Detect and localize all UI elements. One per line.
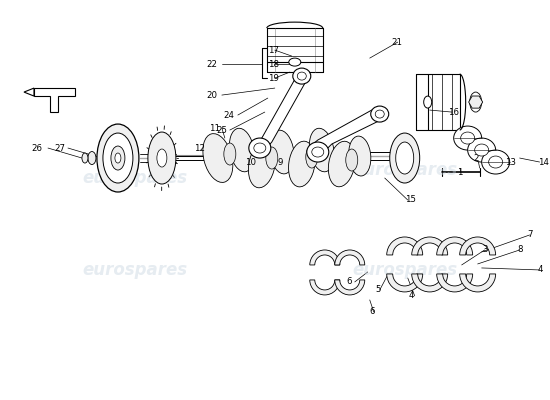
Ellipse shape [224, 143, 236, 165]
Ellipse shape [482, 150, 510, 174]
Ellipse shape [115, 153, 121, 163]
Ellipse shape [371, 106, 389, 122]
Text: 24: 24 [224, 110, 235, 120]
Ellipse shape [312, 147, 324, 157]
Ellipse shape [307, 142, 329, 162]
Ellipse shape [306, 146, 318, 168]
Ellipse shape [254, 143, 266, 153]
Wedge shape [412, 274, 448, 292]
Wedge shape [387, 237, 423, 255]
Text: eurospares: eurospares [352, 161, 457, 179]
Ellipse shape [470, 92, 482, 112]
Ellipse shape [309, 128, 334, 172]
Ellipse shape [157, 149, 167, 167]
Text: 12: 12 [194, 144, 205, 152]
Text: 18: 18 [268, 60, 279, 68]
Text: 19: 19 [268, 74, 279, 82]
Ellipse shape [103, 133, 133, 183]
Text: 2: 2 [474, 154, 479, 162]
Ellipse shape [298, 72, 306, 80]
Wedge shape [460, 237, 496, 255]
Text: 3: 3 [483, 246, 488, 254]
Polygon shape [34, 88, 75, 112]
Ellipse shape [88, 152, 96, 164]
Wedge shape [335, 250, 365, 265]
Text: 26: 26 [31, 144, 42, 152]
Ellipse shape [488, 156, 503, 168]
Ellipse shape [289, 141, 315, 187]
Ellipse shape [148, 132, 176, 184]
Text: 23: 23 [315, 144, 326, 152]
Wedge shape [460, 274, 496, 292]
Ellipse shape [111, 146, 125, 170]
Ellipse shape [82, 153, 88, 163]
Text: 6: 6 [369, 308, 375, 316]
Ellipse shape [270, 130, 294, 174]
Wedge shape [437, 274, 472, 292]
Ellipse shape [97, 124, 139, 192]
Wedge shape [437, 237, 472, 255]
Text: 16: 16 [448, 108, 459, 116]
Ellipse shape [266, 147, 278, 169]
Text: 15: 15 [405, 196, 416, 204]
Text: 8: 8 [518, 246, 523, 254]
Ellipse shape [390, 133, 420, 183]
Ellipse shape [203, 134, 233, 182]
Ellipse shape [461, 132, 475, 144]
Text: 11: 11 [209, 124, 220, 132]
Text: eurospares: eurospares [82, 169, 188, 187]
Text: 4: 4 [409, 292, 415, 300]
Text: 4: 4 [537, 266, 543, 274]
Wedge shape [335, 280, 365, 295]
Ellipse shape [454, 126, 482, 150]
Text: 14: 14 [537, 158, 548, 166]
Text: 5: 5 [375, 286, 381, 294]
Text: eurospares: eurospares [82, 261, 188, 279]
Ellipse shape [229, 128, 254, 172]
Ellipse shape [349, 136, 371, 176]
Text: 7: 7 [527, 230, 533, 240]
Text: 21: 21 [392, 38, 403, 47]
Text: 17: 17 [268, 46, 279, 55]
Polygon shape [312, 110, 385, 154]
Polygon shape [469, 96, 483, 108]
Ellipse shape [249, 138, 271, 158]
Text: 13: 13 [505, 158, 516, 166]
Text: 22: 22 [207, 60, 218, 68]
Polygon shape [255, 74, 308, 150]
Text: eurospares: eurospares [352, 261, 457, 279]
Ellipse shape [468, 138, 496, 162]
Ellipse shape [328, 141, 355, 187]
Polygon shape [24, 88, 34, 96]
Ellipse shape [475, 144, 488, 156]
Ellipse shape [249, 142, 275, 188]
Wedge shape [310, 250, 340, 265]
Ellipse shape [424, 96, 432, 108]
Ellipse shape [395, 142, 414, 174]
Text: 25: 25 [217, 126, 228, 134]
Wedge shape [412, 237, 448, 255]
Text: 6: 6 [346, 278, 352, 286]
Text: 1: 1 [457, 168, 463, 176]
Wedge shape [310, 280, 340, 295]
Ellipse shape [289, 58, 301, 66]
Text: 9: 9 [278, 158, 283, 166]
Wedge shape [387, 274, 423, 292]
Ellipse shape [346, 149, 358, 171]
Ellipse shape [293, 68, 311, 84]
Text: 20: 20 [207, 90, 218, 100]
Text: 27: 27 [54, 144, 65, 152]
Ellipse shape [375, 110, 384, 118]
Text: 10: 10 [245, 158, 256, 166]
